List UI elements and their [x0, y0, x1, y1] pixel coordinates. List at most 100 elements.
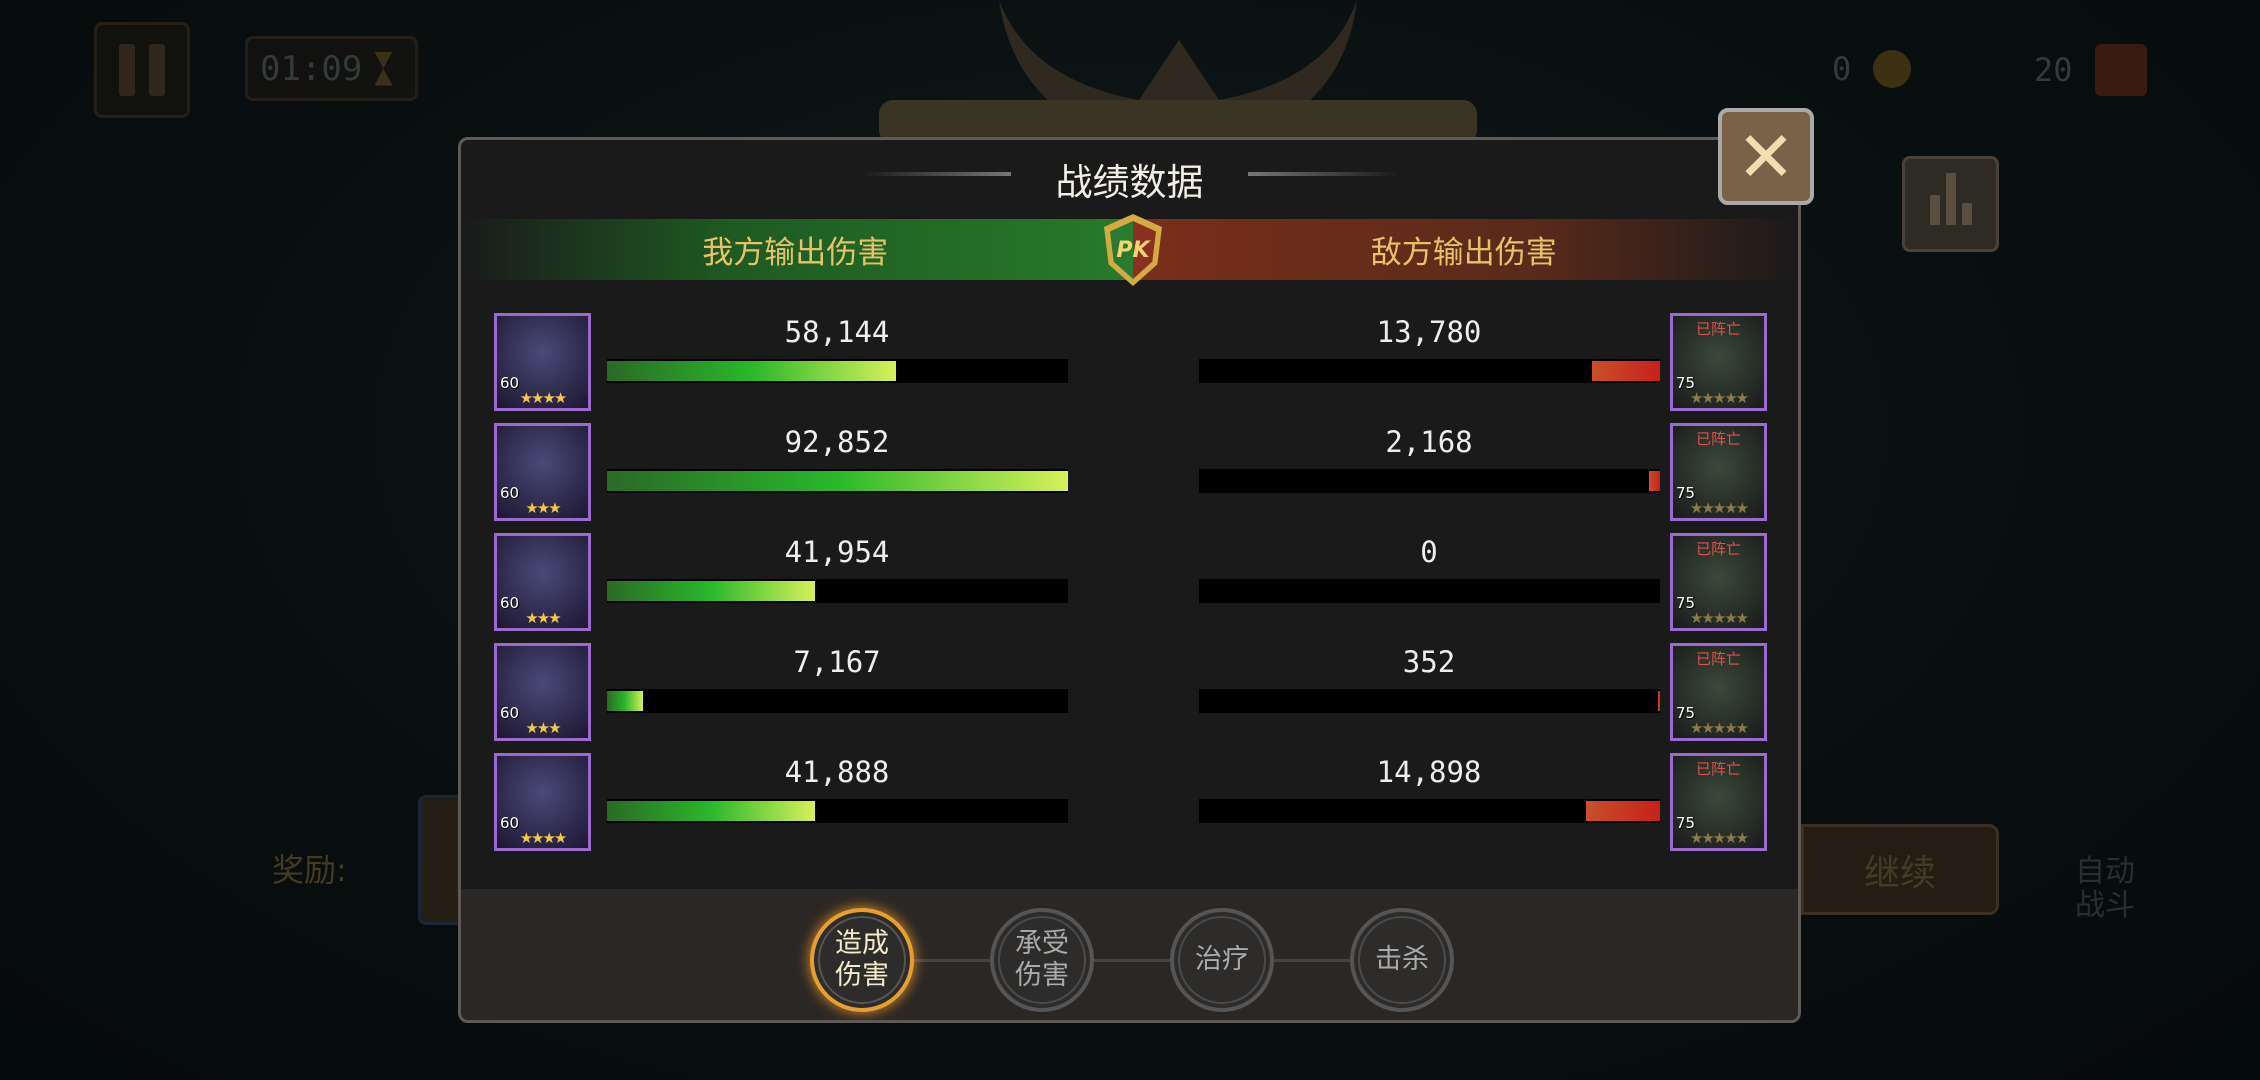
tab-healing[interactable]: 治疗	[1170, 908, 1274, 1012]
ally-damage-bar	[607, 579, 1068, 603]
coin-counter: 0	[1832, 50, 1912, 88]
ally-damage-bar	[607, 469, 1068, 493]
tab-kills[interactable]: 击杀	[1350, 908, 1454, 1012]
hero-level: 75	[1676, 374, 1696, 392]
hero-stars: ★★★★	[519, 389, 568, 407]
ally-hero-portrait[interactable]: 60 ★★★	[494, 643, 591, 741]
enemy-damage-fill	[1649, 471, 1660, 491]
ally-damage-fill	[607, 361, 896, 381]
hero-level: 60	[500, 374, 520, 392]
battle-stats-panel: 战绩数据 我方输出伤害 敌方输出伤害 PK 60 ★★★★ 58,144 13,…	[458, 137, 1801, 1023]
enemy-damage-value: 352	[1402, 645, 1456, 679]
ally-damage-fill	[607, 801, 815, 821]
defeated-tag: 已阵亡	[1695, 430, 1741, 448]
hero-level: 75	[1676, 704, 1696, 722]
enemy-damage-fill	[1591, 361, 1660, 381]
enemy-header-label: 敌方输出伤害	[1370, 235, 1557, 271]
stats-chart-button[interactable]	[1902, 156, 1999, 252]
enemy-hero-portrait[interactable]: 已阵亡 75 ★★★★★	[1670, 423, 1767, 521]
enemy-hero-portrait[interactable]: 已阵亡 75 ★★★★★	[1670, 313, 1767, 411]
enemy-hero-portrait[interactable]: 已阵亡 75 ★★★★★	[1670, 533, 1767, 631]
chest-count: 20	[2034, 51, 2073, 89]
chest-icon	[2094, 44, 2147, 96]
close-x-icon: ✕	[1736, 115, 1796, 198]
bar-chart-icon-bar	[1945, 173, 1956, 225]
hero-stars: ★★★	[525, 719, 561, 737]
hero-stars: ★★★★	[519, 829, 568, 847]
ally-header-label: 我方输出伤害	[702, 235, 889, 271]
enemy-hero-portrait[interactable]: 已阵亡 75 ★★★★★	[1670, 643, 1767, 741]
ally-damage-value: 92,852	[784, 425, 890, 459]
hero-level: 75	[1676, 814, 1696, 832]
auto-battle-button[interactable]: 自动战斗	[2075, 854, 2135, 923]
timer-text: 01:09	[260, 48, 363, 89]
enemy-damage-fill	[1586, 801, 1660, 821]
ally-damage-value: 58,144	[784, 315, 890, 349]
coin-icon	[1873, 50, 1912, 88]
enemy-hero-portrait[interactable]: 已阵亡 75 ★★★★★	[1670, 753, 1767, 851]
battle-timer: 01:09	[245, 36, 418, 101]
ally-header: 我方输出伤害	[461, 219, 1130, 280]
tab-connector	[862, 959, 1402, 962]
enemy-damage-bar	[1199, 359, 1660, 383]
bar-chart-icon	[1929, 195, 1940, 225]
hero-stars: ★★★★★	[1689, 609, 1749, 627]
hero-stars: ★★★★★	[1689, 829, 1749, 847]
panel-title: 战绩数据	[1055, 161, 1204, 204]
title-ornament-left	[861, 172, 1011, 176]
ally-damage-value: 41,888	[784, 755, 890, 789]
pause-icon-bar	[149, 44, 165, 96]
close-button[interactable]: ✕	[1718, 108, 1814, 205]
enemy-damage-bar	[1199, 799, 1660, 823]
stat-tabs-bar: 造成伤害 承受伤害 治疗 击杀	[461, 889, 1798, 1020]
pause-icon	[119, 44, 135, 96]
hero-stars: ★★★★★	[1689, 389, 1749, 407]
ally-hero-portrait[interactable]: 60 ★★★	[494, 423, 591, 521]
defeated-tag: 已阵亡	[1695, 540, 1741, 558]
hero-level: 60	[500, 484, 520, 502]
hero-stars: ★★★	[525, 609, 561, 627]
stats-row: 60 ★★★★ 58,144 13,780 已阵亡 75 ★★★★★	[461, 313, 1798, 411]
enemy-damage-value: 2,168	[1385, 425, 1473, 459]
hero-level: 60	[500, 594, 520, 612]
ally-damage-fill	[607, 581, 816, 601]
ally-damage-bar	[607, 799, 1068, 823]
hero-level: 75	[1676, 484, 1696, 502]
ally-damage-bar	[607, 359, 1068, 383]
bar-chart-icon-bar	[1961, 203, 1972, 225]
tab-damage-dealt[interactable]: 造成伤害	[810, 908, 914, 1012]
hero-stars: ★★★	[525, 499, 561, 517]
ally-hero-portrait[interactable]: 60 ★★★★	[494, 753, 591, 851]
ally-damage-value: 41,954	[784, 535, 890, 569]
defeated-tag: 已阵亡	[1695, 320, 1741, 338]
ally-damage-bar	[607, 689, 1068, 713]
ally-hero-portrait[interactable]: 60 ★★★★	[494, 313, 591, 411]
tab-damage-taken[interactable]: 承受伤害	[990, 908, 1094, 1012]
continue-button[interactable]: 继续	[1801, 824, 1999, 915]
hero-level: 60	[500, 704, 520, 722]
pk-badge-text: PK	[1110, 221, 1156, 279]
pause-button[interactable]	[94, 22, 190, 118]
hero-stars: ★★★★★	[1689, 719, 1749, 737]
defeated-tag: 已阵亡	[1695, 650, 1741, 668]
enemy-header: 敌方输出伤害	[1129, 219, 1798, 280]
enemy-damage-bar	[1199, 579, 1660, 603]
enemy-damage-bar	[1199, 689, 1660, 713]
hero-stars: ★★★★★	[1689, 499, 1749, 517]
coin-count: 0	[1832, 50, 1852, 88]
enemy-damage-value: 13,780	[1376, 315, 1482, 349]
enemy-damage-value: 0	[1420, 535, 1438, 569]
hero-level: 75	[1676, 594, 1696, 612]
enemy-damage-bar	[1199, 469, 1660, 493]
defeated-tag: 已阵亡	[1695, 760, 1741, 778]
pk-header: 我方输出伤害 敌方输出伤害	[461, 219, 1798, 280]
victory-wings-emblem	[879, 0, 1477, 144]
enemy-damage-value: 14,898	[1376, 755, 1482, 789]
ally-damage-fill	[607, 471, 1068, 491]
stats-row: 60 ★★★★ 41,888 14,898 已阵亡 75 ★★★★★	[461, 753, 1798, 851]
reward-label: 奖励:	[272, 851, 347, 889]
ally-hero-portrait[interactable]: 60 ★★★	[494, 533, 591, 631]
ally-damage-value: 7,167	[793, 645, 881, 679]
stats-row: 60 ★★★ 92,852 2,168 已阵亡 75 ★★★★★	[461, 423, 1798, 521]
enemy-damage-fill	[1658, 691, 1660, 711]
